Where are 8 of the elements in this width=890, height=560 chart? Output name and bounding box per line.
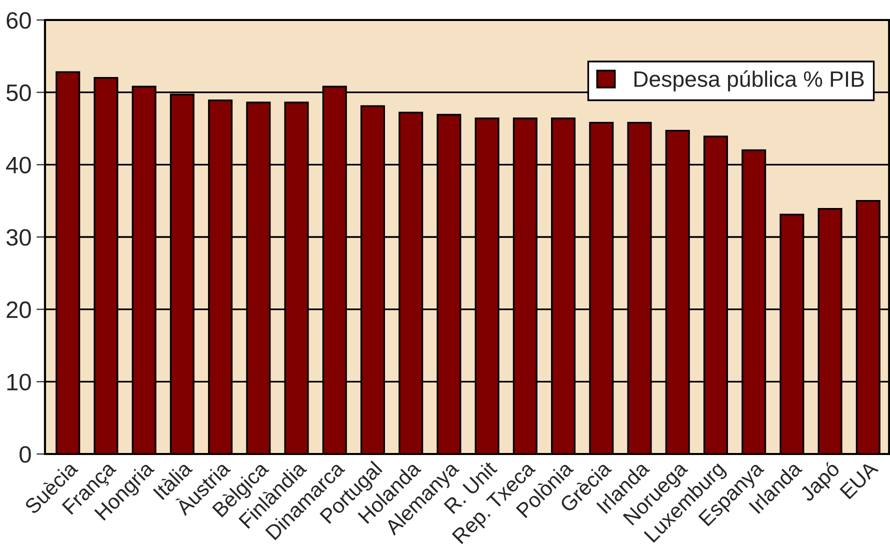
- legend-label: Despesa pública % PIB: [634, 70, 864, 92]
- y-tick-label: 10: [7, 374, 31, 390]
- y-tick-label: 60: [6, 12, 31, 29]
- y-tick-label: 0: [20, 446, 31, 463]
- y-tick-label: 50: [6, 84, 31, 102]
- y-tick-label: 40: [6, 156, 31, 174]
- y-tick-label: 30: [6, 229, 31, 246]
- y-tick-label: 20: [6, 301, 31, 318]
